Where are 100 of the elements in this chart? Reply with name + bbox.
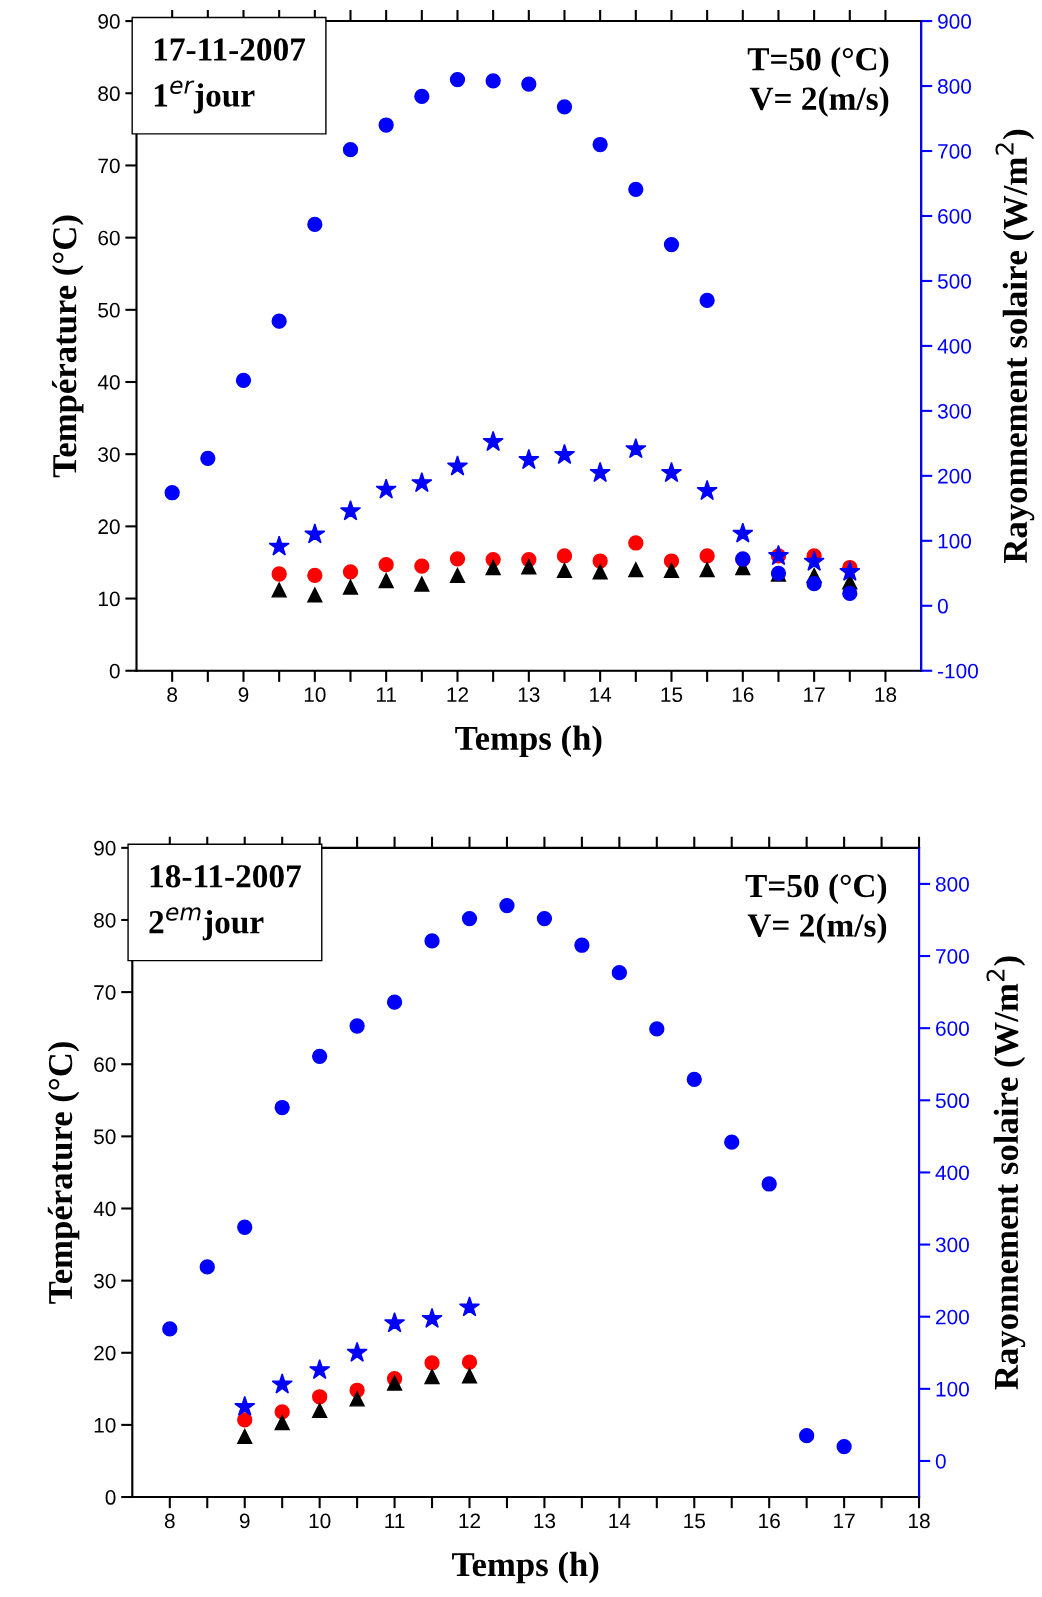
- point: [611, 964, 627, 981]
- annotation: T=50 (°C) V= 2(m/s): [747, 47, 889, 117]
- y-tick-label: 10: [94, 1417, 116, 1433]
- point: [592, 136, 608, 153]
- point: [686, 1071, 702, 1088]
- y2-axis-title: Rayonnement solaire (W/m$^{2}$): [986, 956, 1026, 1390]
- annotation: 18-11-2007 2$^{em}$jour: [149, 865, 301, 941]
- point: [235, 372, 252, 388]
- y-tick-label: 70: [98, 158, 120, 174]
- y-axis-title: Température (°C): [51, 215, 84, 478]
- point: [485, 73, 501, 89]
- point: [628, 181, 644, 197]
- y2-tick-label: 400: [935, 1165, 969, 1181]
- point: [761, 1176, 777, 1192]
- point: [449, 71, 466, 88]
- y2-tick-label: 500: [935, 1093, 969, 1109]
- annotation: 17-11-2007 1$^{er}$jour: [154, 38, 306, 114]
- x-tick-label: 10: [304, 687, 326, 703]
- y-axis-title: Température (°C): [47, 1042, 80, 1304]
- point: [200, 450, 216, 466]
- point: [663, 236, 680, 253]
- x-tick-label: 14: [609, 1513, 631, 1529]
- x-axis-title: Temps (h): [455, 725, 602, 758]
- y2-tick-label: 200: [938, 468, 972, 484]
- point: [378, 117, 394, 133]
- y-tick-label: 80: [98, 86, 120, 102]
- y-tick-label: 60: [94, 1057, 116, 1072]
- y-tick-label: 70: [94, 985, 116, 1000]
- point: [649, 1021, 665, 1037]
- x-tick-label: 13: [534, 1513, 556, 1529]
- x-tick-label: 8: [164, 1513, 175, 1529]
- point: [799, 1428, 815, 1444]
- point: [414, 88, 430, 105]
- point: [424, 933, 440, 949]
- x-tick-label: 13: [518, 687, 540, 703]
- point: [349, 1018, 365, 1034]
- y2-tick-label: 0: [937, 598, 948, 614]
- point: [699, 292, 715, 309]
- x-tick-label: 18: [875, 687, 897, 703]
- x-tick-label: 8: [167, 687, 178, 703]
- point: [312, 1048, 328, 1064]
- y-tick-label: 10: [98, 591, 120, 607]
- x-tick-label: 15: [684, 1513, 705, 1529]
- x-tick-label: 11: [385, 1513, 405, 1529]
- y-tick-label: 30: [98, 447, 120, 462]
- y2-tick-label: 100: [936, 1381, 969, 1397]
- y2-tick-label: 700: [936, 949, 969, 964]
- y2-tick-label: 300: [935, 1237, 969, 1253]
- point: [307, 216, 323, 233]
- y2-tick-label: 600: [938, 208, 972, 224]
- y2-tick-label: 700: [938, 144, 972, 159]
- x-tick-label: 12: [459, 1513, 481, 1529]
- x-tick-label: 12: [447, 687, 469, 702]
- y2-tick-label: 400: [937, 338, 972, 354]
- point: [574, 937, 590, 953]
- point: [342, 142, 359, 158]
- y2-tick-label: 200: [936, 1309, 969, 1325]
- point: [499, 897, 515, 914]
- x-tick-label: 9: [239, 1513, 250, 1529]
- point: [806, 576, 822, 592]
- x-tick-label: 18: [909, 1513, 930, 1529]
- x-tick-label: 17: [804, 687, 825, 702]
- y2-tick-label: 300: [937, 403, 972, 419]
- y2-tick-label: 600: [936, 1021, 969, 1036]
- point: [724, 1134, 740, 1150]
- point: [274, 1099, 290, 1116]
- point: [836, 1438, 852, 1455]
- y2-axis-title: Rayonnement solaire (W/m$^{2}$): [995, 129, 1035, 564]
- y-tick-label: 40: [93, 1201, 116, 1217]
- annotation: T=50 (°C) V= 2(m/s): [745, 873, 887, 944]
- x-tick-label: 11: [376, 687, 396, 702]
- point: [521, 76, 537, 92]
- point: [271, 313, 287, 329]
- y2-tick-label: 800: [938, 79, 972, 94]
- y2-tick-label: -100: [938, 663, 978, 679]
- point: [461, 910, 478, 927]
- point: [162, 1321, 178, 1337]
- y-tick-label: 50: [98, 302, 120, 318]
- y-tick-label: 90: [98, 14, 120, 29]
- point: [237, 1219, 253, 1235]
- point: [536, 910, 553, 927]
- x-tick-label: 17: [834, 1513, 855, 1529]
- y-tick-label: 20: [94, 1345, 116, 1361]
- y-tick-label: 30: [93, 1273, 116, 1289]
- y-tick-label: 0: [109, 663, 120, 679]
- point: [386, 994, 403, 1010]
- y2-tick-label: 900: [938, 14, 972, 29]
- x-tick-label: 14: [590, 687, 612, 702]
- y-tick-label: 80: [94, 912, 116, 928]
- y-tick-label: 20: [98, 519, 120, 535]
- y-tick-label: 0: [105, 1490, 116, 1505]
- x-tick-label: 16: [759, 1513, 780, 1529]
- x-tick-label: 9: [238, 687, 249, 703]
- point: [199, 1259, 215, 1275]
- x-tick-label: 10: [309, 1513, 331, 1529]
- y2-tick-label: 0: [935, 1453, 946, 1469]
- y2-tick-label: 100: [938, 533, 972, 549]
- y-tick-label: 40: [97, 375, 120, 390]
- y2-tick-label: 800: [935, 876, 969, 892]
- y2-tick-label: 500: [937, 273, 972, 289]
